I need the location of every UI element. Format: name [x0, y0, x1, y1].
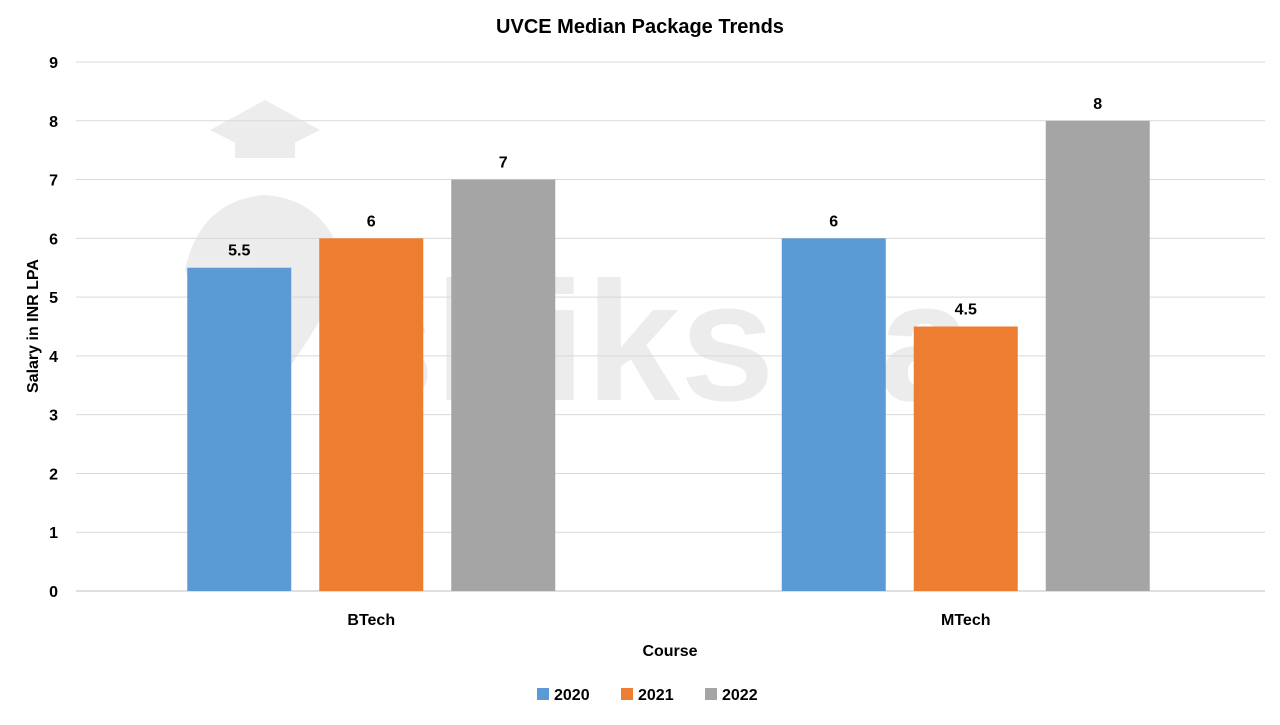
- bar-2020-BTech: [187, 267, 292, 591]
- bar-2022-MTech: [1045, 120, 1150, 592]
- data-label: 4.5: [955, 302, 977, 319]
- y-tick-label: 1: [49, 525, 58, 542]
- data-label: 6: [829, 213, 838, 230]
- y-tick-label: 2: [49, 466, 58, 483]
- legend-swatch-2021: [621, 688, 633, 700]
- y-tick-label: 0: [49, 584, 58, 601]
- bar-2021-BTech: [319, 238, 424, 592]
- y-tick-label: 6: [49, 231, 58, 248]
- y-axis-label: Salary in INR LPA: [25, 259, 42, 393]
- bar-2022-BTech: [451, 179, 556, 592]
- chart-title: UVCE Median Package Trends: [496, 16, 784, 38]
- legend-label: 2021: [638, 687, 674, 704]
- x-tick-label: BTech: [347, 612, 395, 629]
- legend-swatch-2020: [537, 688, 549, 700]
- data-label: 8: [1093, 96, 1102, 113]
- legend-label: 2022: [722, 687, 758, 704]
- x-axis-label: Course: [642, 643, 697, 660]
- bar-2021-MTech: [913, 326, 1018, 591]
- y-tick-label: 5: [49, 290, 58, 307]
- y-tick-label: 8: [49, 114, 58, 131]
- x-tick-label: MTech: [941, 612, 990, 629]
- y-tick-label: 7: [49, 173, 58, 190]
- data-label: 5.5: [228, 243, 250, 260]
- legend-swatch-2022: [705, 688, 717, 700]
- legend-label: 2020: [554, 687, 590, 704]
- y-tick-label: 3: [49, 408, 58, 425]
- y-tick-label: 9: [49, 55, 58, 72]
- y-tick-label: 4: [49, 349, 58, 366]
- bar-2020-MTech: [781, 238, 886, 592]
- legend: 2020 2021 2022: [537, 687, 758, 704]
- data-label: 6: [367, 213, 376, 230]
- data-label: 7: [499, 155, 508, 172]
